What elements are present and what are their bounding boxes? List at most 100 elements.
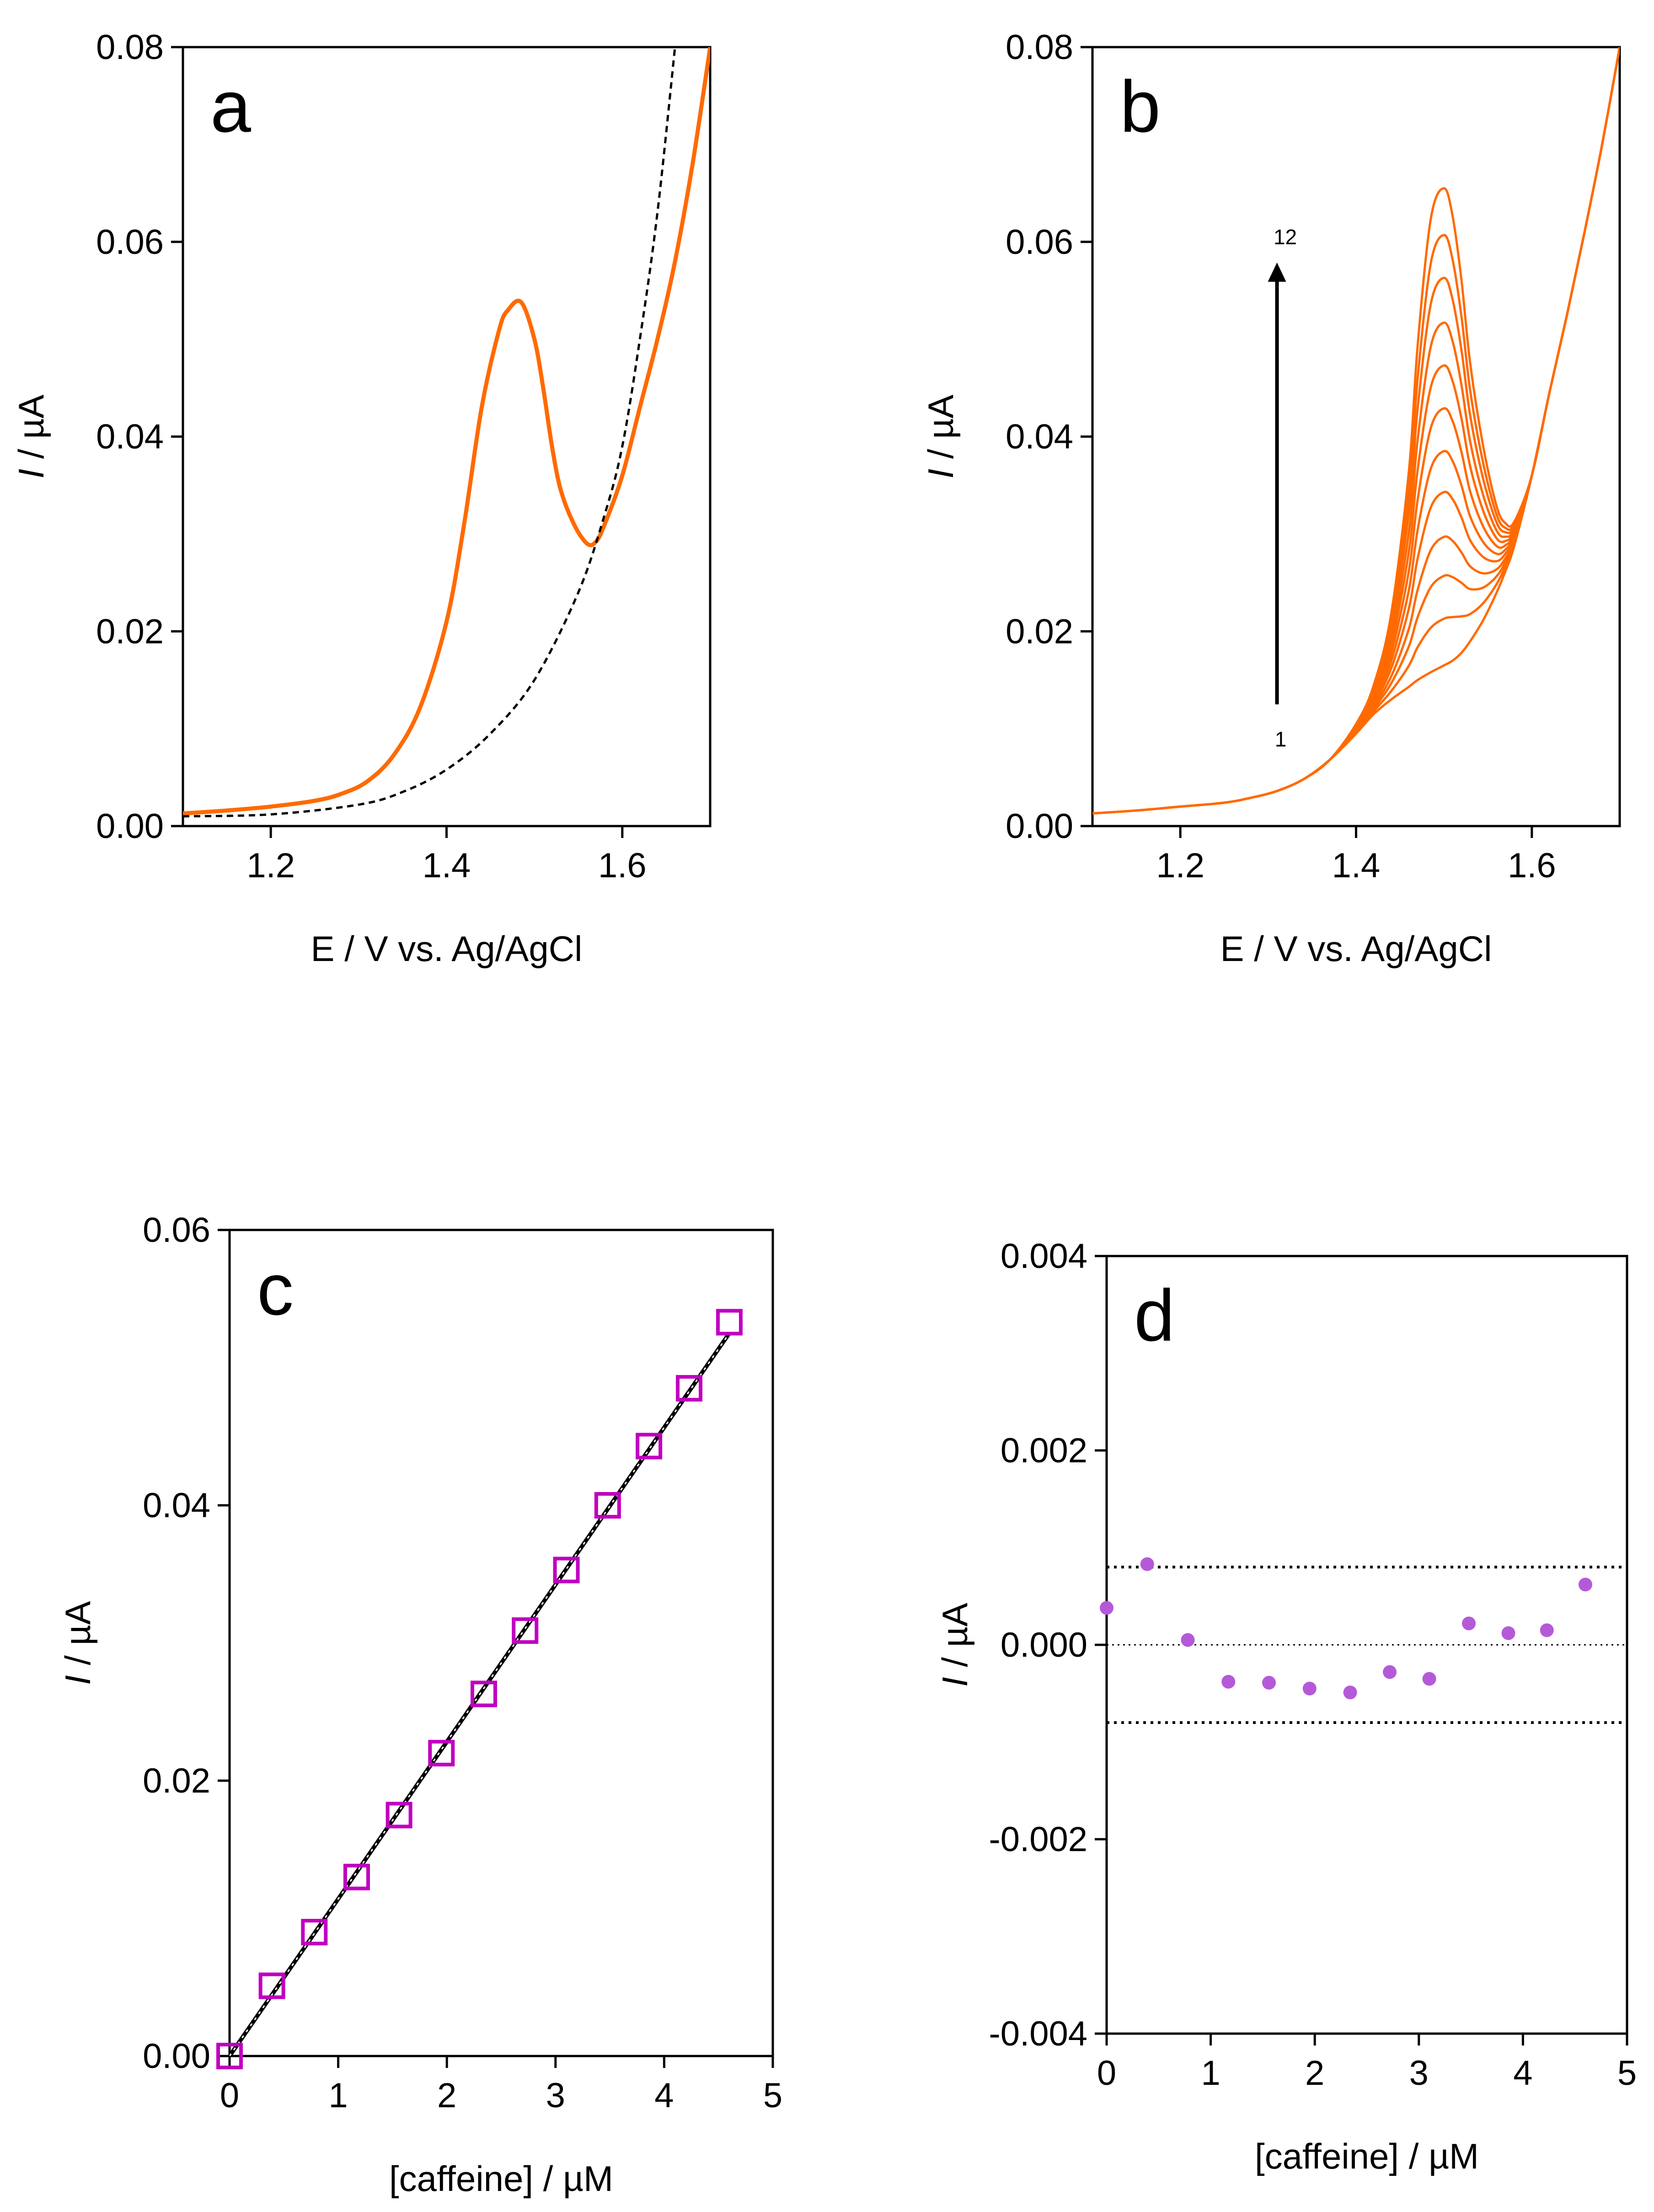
data-point-square (676, 1375, 703, 1402)
x-tick-label: 0 (1097, 2054, 1116, 2093)
arrow-label-start: 1 (1275, 727, 1287, 751)
x-tick-label: 1.6 (598, 846, 647, 885)
plot-area (1092, 47, 1620, 815)
x-tick-label: 1.4 (1332, 846, 1381, 885)
y-axis-title-symbol: I (935, 1677, 975, 1687)
y-tick-label: 0.06 (96, 223, 164, 262)
y-tick-label: 0.02 (143, 1761, 210, 1800)
y-axis-title: I / µA (935, 1603, 975, 1687)
panel-c: 0.00 0.02 0.04 0.06 0 1 2 3 4 5 [caffeine] / µM I /… (58, 1211, 782, 2199)
data-point-square (716, 1309, 743, 1336)
x-tick-label: 3 (1409, 2054, 1429, 2093)
residual-point (1462, 1616, 1476, 1631)
panel-letter: b (1120, 65, 1161, 147)
data-point-square (301, 1919, 328, 1946)
panel-d: -0.004 -0.002 0.000 0.002 0.004 0 1 2 3 4 5 [caffei… (935, 1237, 1637, 2176)
plot-area (1107, 1566, 1627, 1724)
x-axis-title: E / V vs. Ag/AgCl (1220, 929, 1492, 969)
y-tick-label: 0.04 (143, 1486, 210, 1525)
residual-point (1100, 1601, 1113, 1615)
data-point-square (343, 1863, 370, 1890)
x-axis-title: [caffeine] / µM (1255, 2136, 1479, 2176)
data-point-square (428, 1740, 455, 1766)
y-axis-title: I / µA (921, 395, 961, 479)
y-tick-label: 0.04 (1006, 418, 1073, 456)
x-tick-label: 4 (654, 2076, 674, 2115)
x-tick-label: 1.6 (1508, 846, 1556, 885)
plot-area (183, 47, 710, 818)
data-point-square (470, 1680, 497, 1707)
residual-point (1140, 1557, 1154, 1571)
residual-point (1383, 1665, 1397, 1679)
y-axis-title-unit: / µA (935, 1603, 975, 1677)
residual-point (1343, 1686, 1357, 1700)
residual-point (1181, 1633, 1195, 1647)
arrow-head-icon (1268, 262, 1286, 282)
y-tick-label: 0.06 (1006, 223, 1073, 262)
x-tick-label: 0 (220, 2076, 239, 2115)
y-tick-label: 0.00 (1006, 807, 1073, 846)
data-point-square (385, 1802, 412, 1829)
voltammogram-line (1092, 47, 1620, 815)
x-tick-label: 2 (437, 2076, 456, 2115)
x-tick-label: 1 (328, 2076, 348, 2115)
x-tick-label: 4 (1513, 2054, 1532, 2093)
y-tick-label: 0.02 (1006, 612, 1073, 651)
data-point-square (594, 1492, 621, 1519)
y-tick-label: 0.08 (96, 28, 164, 67)
voltammogram-sample-line (183, 47, 710, 816)
y-tick-label: 0.00 (96, 807, 164, 846)
y-axis-title-unit: / µA (921, 395, 961, 469)
y-axis-title-symbol: I (11, 469, 51, 479)
fit-line-dots (230, 1332, 730, 2056)
y-axis-title: I / µA (11, 395, 51, 479)
y-axis-title-unit: / µA (11, 395, 51, 469)
x-axis-title: [caffeine] / µM (389, 2158, 613, 2199)
data-point-square (553, 1557, 580, 1584)
residual-point (1262, 1675, 1276, 1690)
residual-point (1578, 1578, 1592, 1592)
panel-letter: d (1134, 1274, 1175, 1356)
y-axis-title-symbol: I (58, 1675, 98, 1685)
x-tick-label: 5 (1617, 2054, 1637, 2093)
voltammogram-blank-line (183, 47, 676, 818)
residual-point (1302, 1681, 1317, 1696)
x-axis-title: E / V vs. Ag/AgCl (311, 929, 583, 969)
y-axis-title: I / µA (58, 1601, 98, 1685)
y-tick-label: -0.002 (989, 1820, 1088, 1859)
x-tick-label: 1.4 (423, 846, 471, 885)
panel-letter: c (257, 1248, 294, 1330)
panel-letter: a (210, 65, 251, 147)
y-tick-label: 0.08 (1006, 28, 1073, 67)
data-point-square (258, 1972, 285, 1999)
x-tick-label: 5 (763, 2076, 782, 2115)
x-tick-label: 1.2 (1156, 846, 1204, 885)
plot-frame (228, 1229, 774, 2057)
panel-a: 0.00 0.02 0.04 0.06 0.08 1.2 1.4 1.6 E / V vs. A… (11, 28, 712, 969)
y-tick-label: 0.02 (96, 612, 164, 651)
residual-point (1501, 1626, 1515, 1640)
y-axis-title-unit: / µA (58, 1601, 98, 1675)
residual-point (1221, 1675, 1236, 1689)
residual-point (1540, 1623, 1554, 1638)
residual-point (1422, 1672, 1436, 1686)
y-tick-label: -0.004 (989, 2014, 1088, 2053)
data-point-square (512, 1617, 539, 1644)
x-tick-label: 1.2 (246, 846, 295, 885)
data-point-square (216, 2043, 243, 2069)
y-tick-label: 0.04 (96, 418, 164, 456)
y-tick-label: 0.000 (1001, 1626, 1087, 1664)
data-point-square (636, 1433, 663, 1460)
x-tick-label: 3 (546, 2076, 565, 2115)
panel-b: 0.00 0.02 0.04 0.06 0.08 1.2 1.4 1.6 E / V vs. A… (921, 28, 1621, 969)
y-axis-title-symbol: I (921, 469, 961, 479)
plot-area (230, 1332, 731, 2056)
y-tick-label: 0.002 (1001, 1431, 1087, 1470)
y-tick-label: 0.00 (143, 2037, 210, 2076)
y-tick-label: 0.06 (143, 1211, 210, 1250)
arrow-label-end: 12 (1274, 225, 1297, 249)
x-tick-label: 2 (1305, 2054, 1324, 2093)
x-tick-label: 1 (1201, 2054, 1220, 2093)
y-tick-label: 0.004 (1001, 1237, 1087, 1276)
